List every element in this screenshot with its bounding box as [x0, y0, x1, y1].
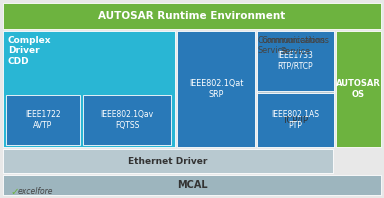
Text: excelfore: excelfore [18, 188, 53, 196]
Bar [3, 31, 175, 147]
Text: Ethernet Driver: Ethernet Driver [128, 156, 208, 166]
Bar [3, 149, 333, 173]
Text: IEEE802.1Qat
SRP: IEEE802.1Qat SRP [189, 79, 243, 99]
Bar [3, 175, 381, 195]
Bar [257, 93, 334, 147]
Text: TCP/IP: TCP/IP [283, 115, 308, 125]
Bar [257, 31, 334, 91]
Text: AUTOSAR
OS: AUTOSAR OS [336, 79, 381, 99]
Bar [177, 31, 255, 147]
Text: IEEE1733
RTP/RTCP: IEEE1733 RTP/RTCP [278, 51, 313, 71]
Text: Communications
Service: Communications Service [262, 36, 329, 56]
Text: MCAL: MCAL [177, 180, 207, 190]
Bar [6, 95, 80, 145]
Text: AUTOSAR Runtime Environment: AUTOSAR Runtime Environment [98, 11, 286, 21]
Text: IEEE1722
AVTP: IEEE1722 AVTP [25, 110, 61, 130]
Bar [336, 31, 381, 147]
Bar [83, 95, 171, 145]
Text: IEEE802.1AS
PTP: IEEE802.1AS PTP [271, 110, 319, 130]
Bar [257, 93, 334, 147]
Bar [257, 31, 334, 147]
Text: ✓: ✓ [10, 187, 19, 197]
Text: IEEE802.1Qav
FQTSS: IEEE802.1Qav FQTSS [101, 110, 154, 130]
Bar [3, 3, 381, 29]
Text: Complex
Driver
CDD: Complex Driver CDD [8, 36, 51, 66]
Text: Communications
Service: Communications Service [258, 36, 326, 55]
